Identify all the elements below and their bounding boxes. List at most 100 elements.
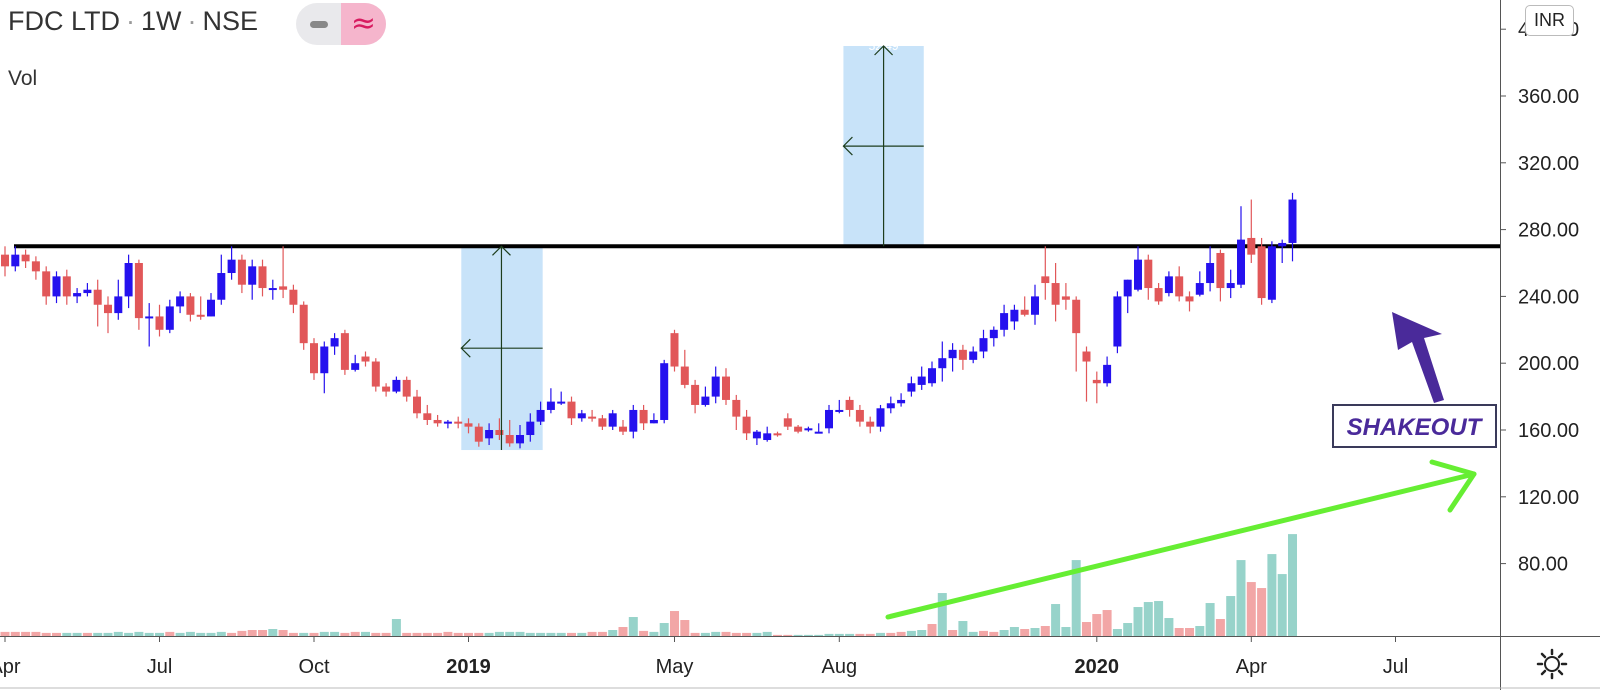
volume-bar xyxy=(834,633,844,636)
volume-bar xyxy=(1009,627,1019,636)
volume-bar xyxy=(546,632,556,636)
volume-bar xyxy=(1154,601,1164,636)
volume-bar xyxy=(1123,623,1133,636)
candle-body xyxy=(825,409,833,429)
candle xyxy=(330,333,339,355)
volume-bar xyxy=(258,630,267,636)
volume-bar xyxy=(93,632,103,636)
candle-body xyxy=(1195,283,1204,295)
candle-body xyxy=(1175,276,1184,297)
candle-body xyxy=(732,399,741,417)
indicator-toggle[interactable]: ≈ xyxy=(296,3,386,45)
candle-body xyxy=(577,413,586,419)
measure-arrowhead xyxy=(842,136,853,156)
volume-bar xyxy=(1267,554,1277,636)
volume-bar xyxy=(1030,628,1040,636)
candle-body xyxy=(165,306,174,330)
candle xyxy=(1041,246,1050,300)
minus-icon-shape xyxy=(310,21,328,28)
candle xyxy=(21,249,30,269)
volume-bar xyxy=(1020,629,1030,636)
candle xyxy=(660,359,669,424)
volume-bar xyxy=(464,632,473,636)
approx-icon[interactable]: ≈ xyxy=(341,3,386,45)
candle xyxy=(866,416,875,434)
candle xyxy=(835,399,844,414)
candle xyxy=(454,416,463,429)
symbol-name[interactable]: FDC LTD xyxy=(8,6,120,36)
volume-bar xyxy=(113,631,123,636)
candle-body xyxy=(608,413,617,427)
candle-body xyxy=(588,416,597,419)
header-separator: · xyxy=(126,6,135,36)
candle-body xyxy=(516,435,524,444)
volume-bar xyxy=(1205,603,1215,636)
candle xyxy=(42,266,51,305)
candle-body xyxy=(1278,242,1287,247)
candle-body xyxy=(722,376,730,400)
trend-arrowhead xyxy=(1429,459,1477,513)
candle-body xyxy=(21,254,30,262)
volume-bar xyxy=(917,630,927,636)
candle-body xyxy=(114,296,123,314)
gear-icon[interactable] xyxy=(1536,648,1568,680)
candle-body xyxy=(279,286,288,290)
volume-bar xyxy=(412,632,422,636)
candle xyxy=(1257,237,1266,305)
candle-body xyxy=(495,430,504,436)
x-tick-label: Jul xyxy=(147,656,173,678)
candle xyxy=(433,414,442,427)
candle xyxy=(155,304,164,337)
minus-icon[interactable] xyxy=(296,3,341,45)
candle-body xyxy=(237,259,246,285)
candle xyxy=(1267,241,1276,304)
x-tick-label: Apr xyxy=(1236,656,1267,678)
volume-bar xyxy=(639,630,649,636)
candle xyxy=(73,288,82,304)
candle xyxy=(1010,304,1019,330)
candle-body xyxy=(1134,259,1142,290)
candle-body xyxy=(155,316,164,330)
volume-bar xyxy=(989,631,999,636)
candle-body xyxy=(1031,296,1039,315)
candle xyxy=(196,296,205,320)
candle xyxy=(93,279,102,327)
candle xyxy=(340,329,349,375)
candle xyxy=(598,414,607,430)
candle-body xyxy=(330,338,339,347)
currency-badge[interactable]: INR xyxy=(1525,5,1574,36)
candle-body xyxy=(680,366,689,385)
x-tick-label: Aug xyxy=(822,656,858,678)
candle-body xyxy=(1257,246,1266,299)
candle xyxy=(1216,249,1225,302)
candle-body xyxy=(31,261,40,272)
candle xyxy=(1031,284,1039,325)
candle-body xyxy=(1144,259,1153,289)
candle-body xyxy=(526,421,535,436)
candle xyxy=(62,269,71,305)
volume-bar xyxy=(649,631,659,636)
candle-body xyxy=(382,386,391,392)
candle xyxy=(165,299,174,334)
volume-bar xyxy=(659,623,669,636)
candle xyxy=(176,291,185,314)
candle-body xyxy=(62,276,71,297)
candle xyxy=(114,279,123,320)
candle xyxy=(413,389,421,419)
shakeout-box xyxy=(1332,404,1497,448)
candle-body xyxy=(464,423,473,427)
candle xyxy=(855,404,864,427)
candle-body xyxy=(783,418,792,427)
candle xyxy=(227,246,236,280)
volume-bar xyxy=(690,632,700,636)
volume-bar xyxy=(793,634,803,636)
candle-body xyxy=(804,428,813,431)
y-tick-label: 240.00 xyxy=(1518,286,1579,308)
candle-body xyxy=(145,316,154,319)
interval-label[interactable]: 1W xyxy=(141,6,182,36)
candle-body xyxy=(546,401,555,410)
volume-bar xyxy=(814,634,824,636)
candle xyxy=(124,254,133,309)
candle-body xyxy=(835,409,844,412)
